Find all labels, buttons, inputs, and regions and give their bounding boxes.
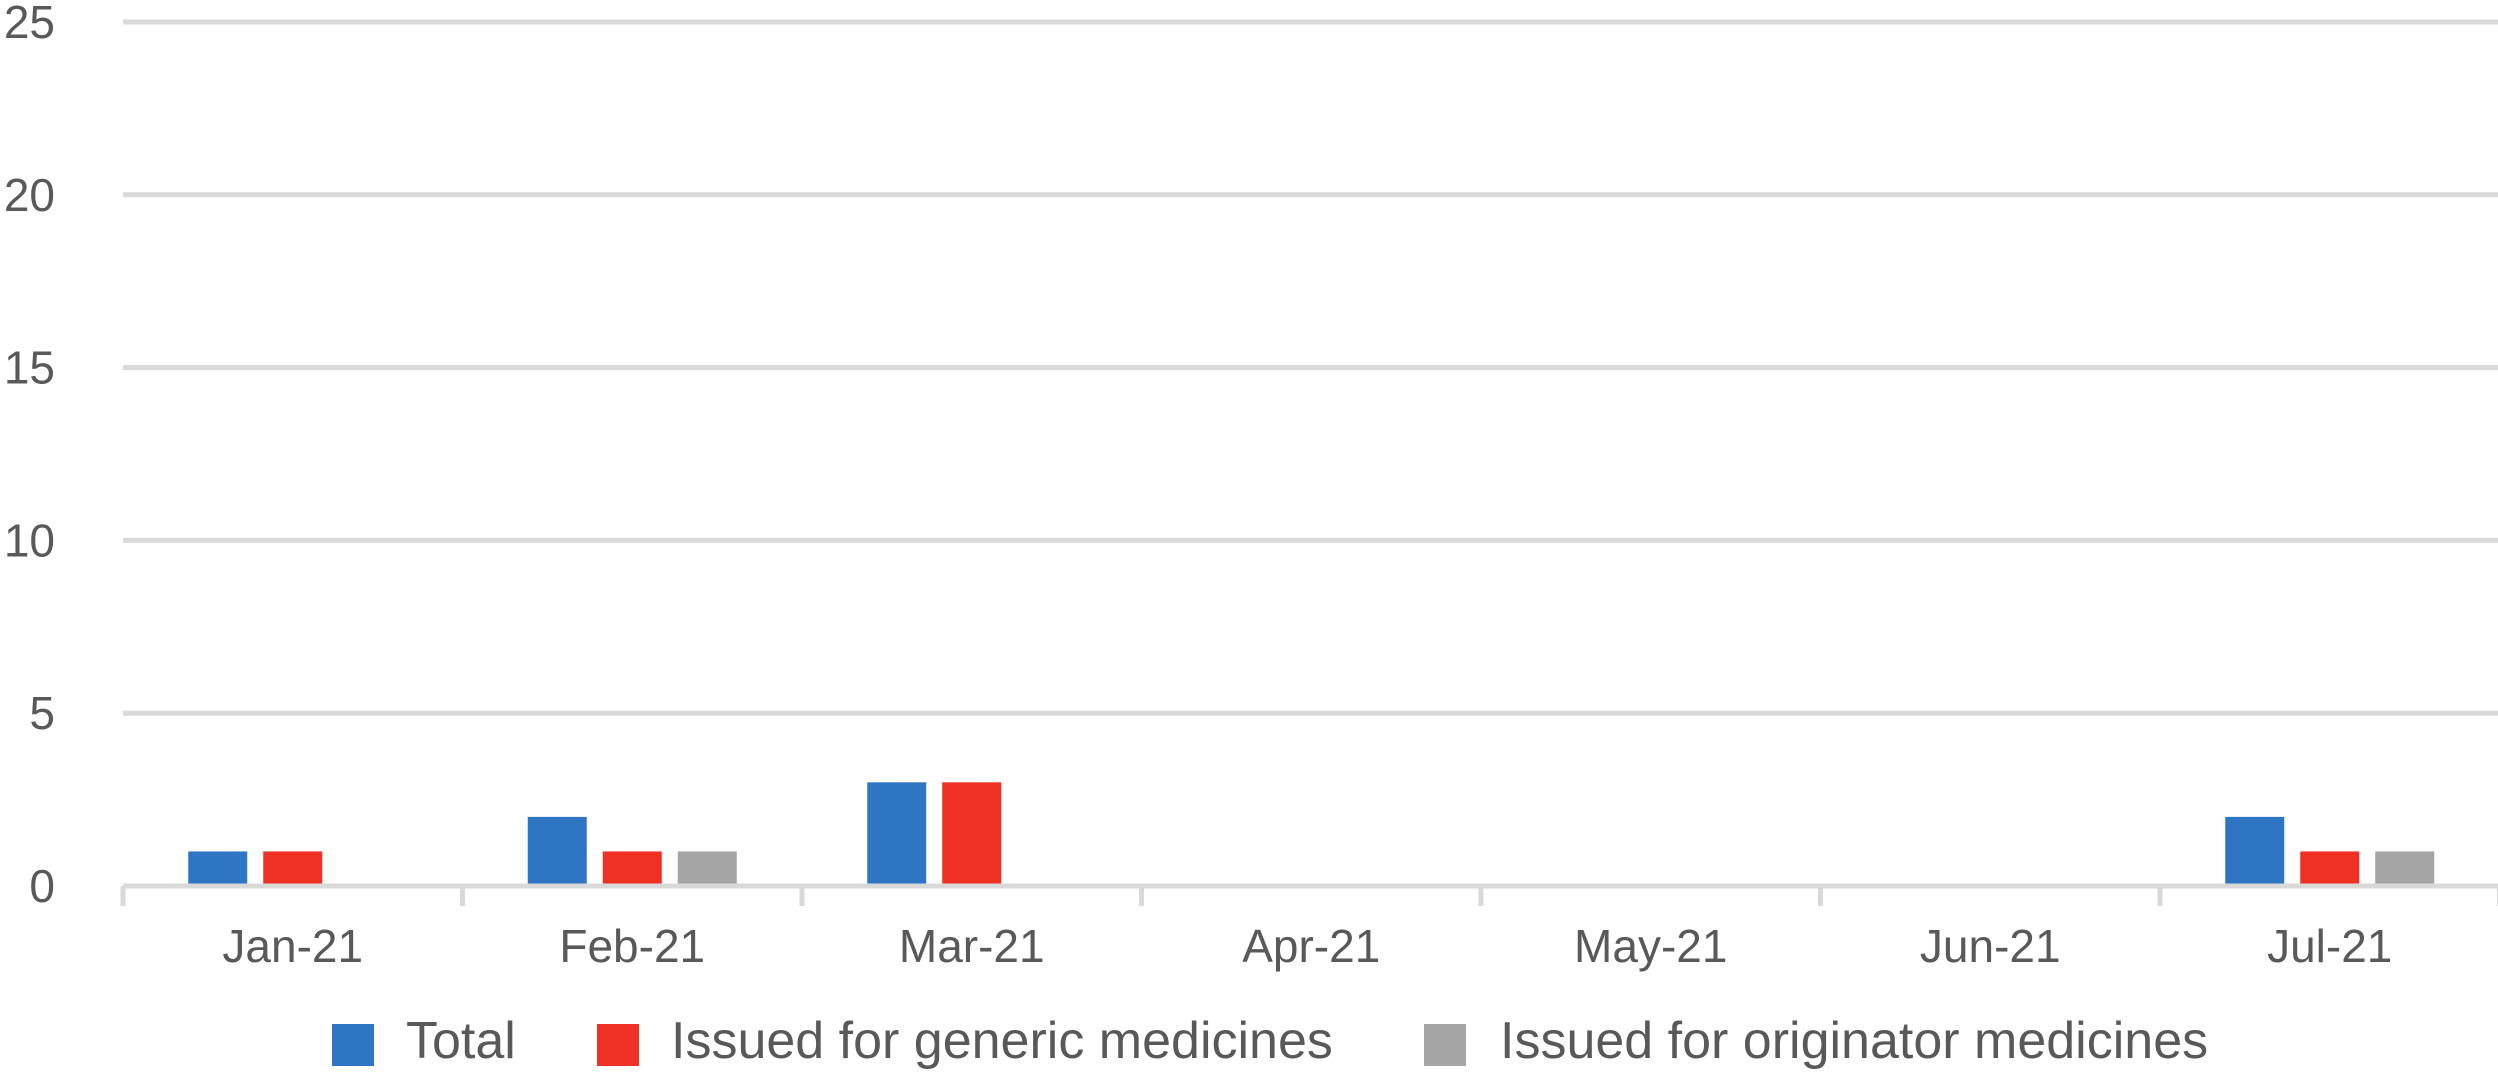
x-tick-label: Jun-21 (1920, 920, 2061, 972)
bar (527, 816, 587, 884)
y-tick-label: 15 (4, 342, 55, 394)
gridlines (123, 19, 2498, 716)
bar (677, 851, 737, 884)
bar (188, 851, 248, 884)
bar (867, 782, 927, 884)
legend-label: Issued for originator medicines (1500, 1012, 2208, 1070)
x-axis-tick-labels: Jan-21 Feb-21 Mar-21 Apr-21 May-21 Jun-21 Jul-… (222, 920, 2392, 972)
y-tick-label: 25 (4, 0, 55, 48)
bar (263, 851, 323, 884)
x-tick-label: Mar-21 (899, 920, 1045, 972)
bar (942, 782, 1002, 884)
x-tick-label: Apr-21 (1242, 920, 1380, 972)
y-tick-label: 20 (4, 169, 55, 221)
legend-swatch (332, 1024, 374, 1066)
x-tick-label: Jan-21 (222, 920, 363, 972)
y-tick-label: 10 (4, 514, 55, 566)
y-tick-label: 0 (29, 860, 55, 912)
legend-label: Total (406, 1012, 516, 1070)
bar (2375, 851, 2435, 884)
legend-label: Issued for generic medicines (671, 1012, 1333, 1070)
y-axis-tick-labels: 0 5 10 15 20 25 (4, 0, 55, 912)
bar (2300, 851, 2360, 884)
legend-swatch (1424, 1024, 1466, 1066)
x-axis (120, 883, 2498, 906)
legend-swatch (597, 1024, 639, 1066)
bars (188, 782, 2435, 884)
bar (2225, 816, 2285, 884)
x-tick-label: May-21 (1574, 920, 1727, 972)
bar (602, 851, 662, 884)
x-tick-label: Feb-21 (559, 920, 705, 972)
x-tick-label: Jul-21 (2267, 920, 2392, 972)
legend: Total Issued for generic medicines Issued … (332, 1012, 2208, 1070)
y-tick-label: 5 (29, 687, 55, 739)
